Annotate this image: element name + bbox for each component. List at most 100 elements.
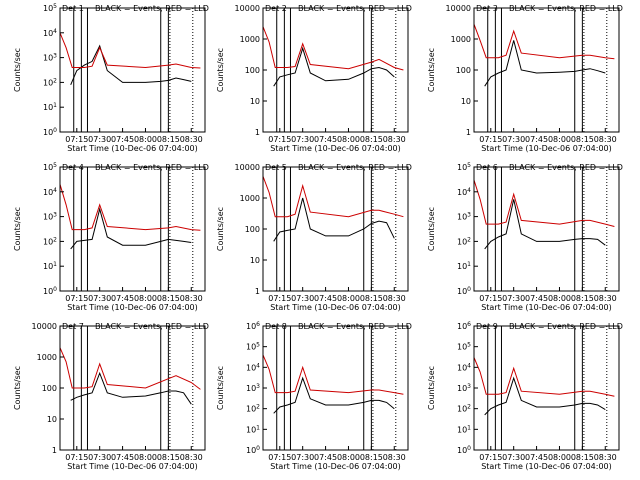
x-tick-label: 08:00: [548, 294, 571, 303]
x-tick-label: 07:15: [65, 294, 88, 303]
y-tick-label: 101: [43, 102, 57, 112]
events-series-line: [273, 46, 395, 87]
y-tick-label: 100: [43, 127, 57, 137]
x-tick-label: 07:15: [65, 453, 88, 462]
panel-9: 100 101 102 103 104 105 106 07:15 07:30 07:45 08:0…: [427, 321, 623, 471]
lld-series-line: [262, 354, 404, 395]
x-tick-label: 08:15: [360, 135, 383, 144]
panel-title-det: Det 5: [265, 163, 287, 172]
y-tick-label: 103: [43, 53, 57, 63]
lld-series-line: [59, 184, 201, 231]
y-axis-label: Counts/sec: [216, 366, 225, 410]
events-series-line: [70, 207, 192, 250]
y-tick-label: 102: [457, 236, 471, 246]
x-tick-label: 07:30: [502, 294, 525, 303]
panel-title-legend: BLACK = Events, RED = LLD: [95, 322, 209, 331]
panel-title-legend: BLACK = Events, RED = LLD: [298, 322, 412, 331]
x-tick-label: 07:30: [88, 453, 111, 462]
y-tick-label: 104: [246, 362, 260, 372]
lld-series-line: [473, 357, 615, 397]
panel-2: 1 10 100 1000 10000 07:15 07:30 07:45 08:00 08:15…: [216, 4, 412, 153]
y-tick-label: 1000: [451, 35, 471, 44]
x-axis-label: Start Time (10-Dec-06 07:04:00): [481, 144, 612, 153]
panel-title-det: Det 9: [476, 322, 498, 331]
lld-series-line: [262, 176, 404, 218]
events-series-line: [484, 376, 606, 416]
y-axis-label: Counts/sec: [13, 366, 22, 410]
x-tick-label: 07:45: [525, 453, 548, 462]
x-tick-label: 07:30: [291, 135, 314, 144]
x-tick-label: 08:00: [337, 135, 360, 144]
panel-5: 1 10 100 1000 10000 07:15 07:30 07:45 08:00 08:15…: [216, 163, 412, 312]
events-series-line: [273, 376, 395, 414]
x-tick-label: 07:15: [479, 453, 502, 462]
x-tick-label: 08:30: [383, 294, 406, 303]
y-tick-label: 100: [42, 384, 57, 393]
x-tick-label: 07:30: [502, 135, 525, 144]
y-tick-label: 101: [43, 261, 57, 271]
y-tick-label: 1: [255, 128, 260, 137]
y-tick-label: 10: [47, 415, 57, 424]
y-axis-label: Counts/sec: [216, 207, 225, 251]
x-tick-label: 07:30: [291, 453, 314, 462]
x-tick-label: 07:30: [291, 294, 314, 303]
x-tick-label: 08:00: [134, 294, 157, 303]
x-tick-label: 07:15: [268, 294, 291, 303]
y-tick-label: 104: [457, 187, 471, 197]
x-tick-label: 07:45: [111, 294, 134, 303]
x-tick-label: 07:30: [502, 453, 525, 462]
panel-title-legend: BLACK = Events, RED = LLD: [95, 163, 209, 172]
x-tick-label: 07:45: [111, 453, 134, 462]
y-tick-label: 106: [246, 321, 260, 331]
y-tick-label: 102: [457, 404, 471, 414]
x-tick-label: 07:45: [525, 135, 548, 144]
events-series-line: [484, 40, 606, 87]
x-tick-label: 07:45: [314, 135, 337, 144]
x-axis-label: Start Time (10-Dec-06 07:04:00): [481, 462, 612, 471]
y-tick-label: 1000: [240, 194, 260, 203]
y-tick-label: 1: [255, 287, 260, 296]
plot-frame: [59, 7, 206, 133]
y-axis-label: Counts/sec: [216, 48, 225, 92]
x-tick-label: 08:15: [157, 294, 180, 303]
y-tick-label: 10: [250, 97, 260, 106]
x-tick-label: 08:15: [571, 135, 594, 144]
y-tick-label: 105: [457, 342, 471, 352]
panel-title-det: Det 4: [62, 163, 84, 172]
x-axis-label: Start Time (10-Dec-06 07:04:00): [481, 303, 612, 312]
panel-title-legend: BLACK = Events, RED = LLD: [509, 322, 623, 331]
lld-series-line: [473, 179, 615, 227]
x-tick-label: 07:30: [88, 135, 111, 144]
y-tick-label: 100: [246, 445, 260, 455]
panel-title-det: Det 3: [476, 4, 498, 13]
y-axis-label: Counts/sec: [427, 48, 436, 92]
lld-series-line: [262, 26, 404, 71]
y-tick-label: 103: [457, 212, 471, 222]
y-tick-label: 100: [245, 225, 260, 234]
x-tick-label: 07:15: [268, 135, 291, 144]
x-tick-label: 07:45: [314, 294, 337, 303]
y-tick-label: 10000: [235, 163, 260, 172]
panel-title-legend: BLACK = Events, RED = LLD: [298, 163, 412, 172]
y-tick-label: 104: [457, 362, 471, 372]
x-tick-label: 08:30: [180, 135, 203, 144]
x-tick-label: 08:15: [571, 294, 594, 303]
x-tick-label: 08:15: [571, 453, 594, 462]
x-tick-label: 08:30: [383, 135, 406, 144]
x-tick-label: 08:00: [337, 453, 360, 462]
y-tick-label: 102: [43, 77, 57, 87]
panel-title-legend: BLACK = Events, RED = LLD: [298, 4, 412, 13]
x-tick-label: 07:15: [268, 453, 291, 462]
panel-3: 1 10 100 1000 10000 07:15 07:30 07:45 08:00 08:15…: [427, 4, 623, 153]
y-axis-label: Counts/sec: [13, 48, 22, 92]
plot-frame: [59, 166, 206, 292]
y-tick-label: 102: [246, 404, 260, 414]
events-series-line: [484, 199, 606, 250]
y-tick-label: 105: [457, 162, 471, 172]
panel-title-det: Det 8: [265, 322, 287, 331]
x-tick-label: 07:45: [111, 135, 134, 144]
x-tick-label: 08:30: [383, 453, 406, 462]
panel-7: 1 10 100 1000 10000 07:15 07:30 07:45 08:00 08:15…: [13, 322, 209, 471]
panel-title-det: Det 7: [62, 322, 84, 331]
